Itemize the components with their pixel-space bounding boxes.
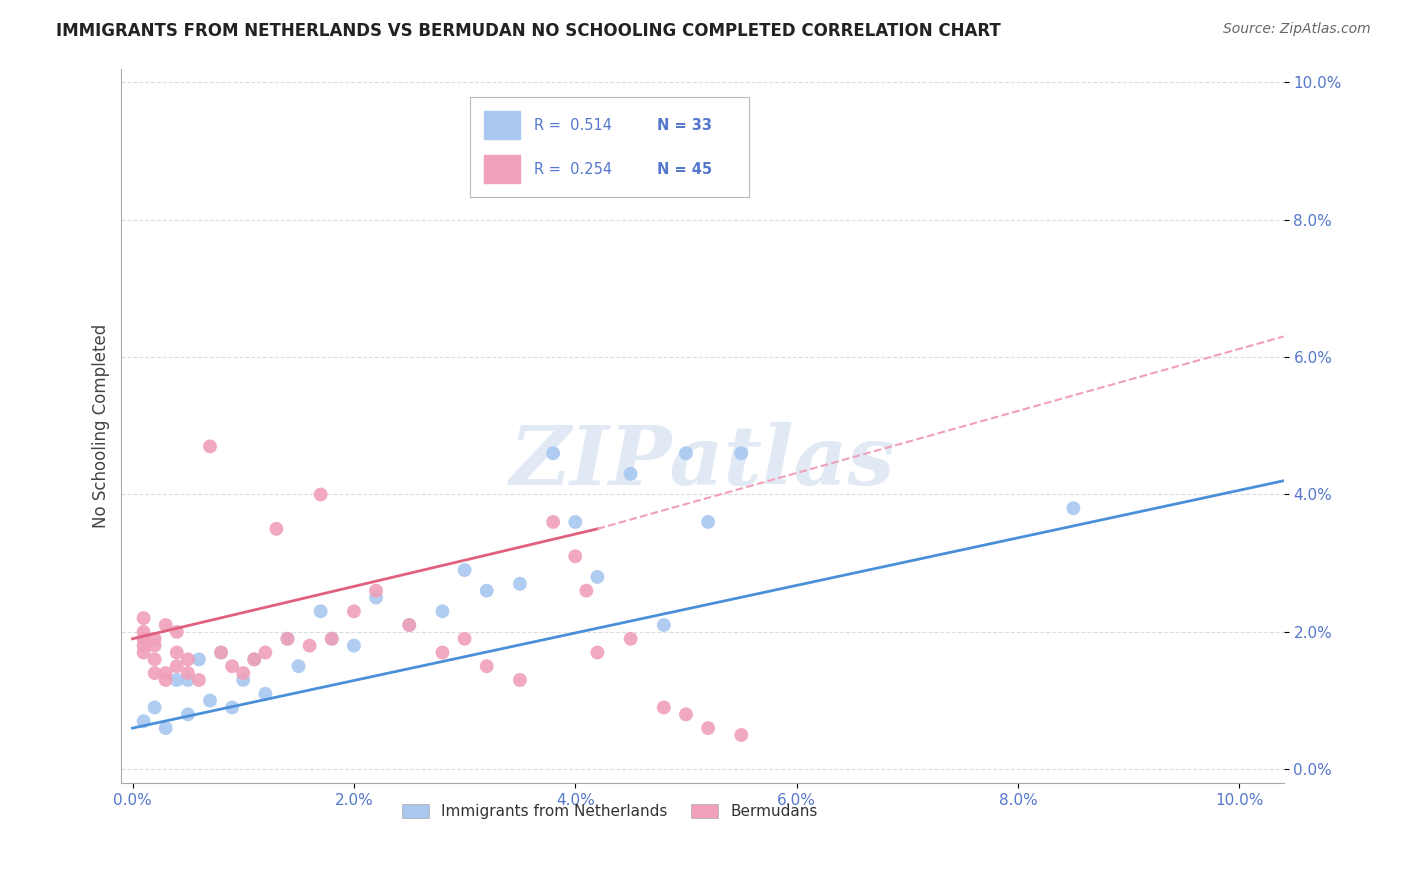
Point bbox=[475, 659, 498, 673]
Point bbox=[675, 446, 697, 460]
Point bbox=[398, 618, 420, 632]
Point bbox=[453, 632, 475, 646]
Point bbox=[243, 652, 266, 666]
Point bbox=[364, 591, 387, 605]
Point bbox=[1062, 501, 1084, 516]
Point bbox=[266, 522, 288, 536]
Point bbox=[177, 673, 200, 687]
Point bbox=[198, 439, 221, 453]
Point bbox=[564, 515, 586, 529]
Point bbox=[166, 659, 188, 673]
Point bbox=[541, 515, 564, 529]
Point bbox=[364, 583, 387, 598]
Point bbox=[155, 618, 177, 632]
Text: IMMIGRANTS FROM NETHERLANDS VS BERMUDAN NO SCHOOLING COMPLETED CORRELATION CHART: IMMIGRANTS FROM NETHERLANDS VS BERMUDAN … bbox=[56, 22, 1001, 40]
Point bbox=[541, 446, 564, 460]
Point bbox=[177, 652, 200, 666]
Point bbox=[697, 515, 720, 529]
Point bbox=[298, 639, 321, 653]
Point bbox=[509, 673, 531, 687]
Point bbox=[398, 618, 420, 632]
Point bbox=[254, 646, 277, 660]
Point bbox=[198, 693, 221, 707]
Point bbox=[509, 576, 531, 591]
Point bbox=[276, 632, 298, 646]
Point bbox=[309, 604, 332, 618]
Point bbox=[564, 549, 586, 564]
Point bbox=[209, 646, 232, 660]
Point bbox=[143, 632, 166, 646]
Point bbox=[187, 652, 209, 666]
Point bbox=[143, 700, 166, 714]
Point bbox=[254, 687, 277, 701]
Point bbox=[453, 563, 475, 577]
Point bbox=[221, 659, 243, 673]
Point bbox=[177, 707, 200, 722]
Point bbox=[652, 618, 675, 632]
Text: ZIPatlas: ZIPatlas bbox=[510, 422, 896, 501]
Point bbox=[155, 673, 177, 687]
Point bbox=[232, 666, 254, 681]
Text: Source: ZipAtlas.com: Source: ZipAtlas.com bbox=[1223, 22, 1371, 37]
Point bbox=[209, 646, 232, 660]
Point bbox=[132, 632, 155, 646]
Point bbox=[586, 646, 609, 660]
Point bbox=[432, 604, 454, 618]
Y-axis label: No Schooling Completed: No Schooling Completed bbox=[93, 324, 110, 528]
Point bbox=[276, 632, 298, 646]
Point bbox=[166, 646, 188, 660]
Point bbox=[132, 624, 155, 639]
Point bbox=[187, 673, 209, 687]
Point bbox=[155, 666, 177, 681]
Point bbox=[232, 673, 254, 687]
Point bbox=[287, 659, 309, 673]
Point bbox=[620, 467, 643, 481]
Legend: Immigrants from Netherlands, Bermudans: Immigrants from Netherlands, Bermudans bbox=[395, 798, 824, 825]
Point bbox=[575, 583, 598, 598]
Point bbox=[243, 652, 266, 666]
Point bbox=[730, 728, 752, 742]
Point bbox=[132, 611, 155, 625]
Point bbox=[321, 632, 343, 646]
Point bbox=[620, 632, 643, 646]
Point bbox=[143, 639, 166, 653]
Point bbox=[132, 646, 155, 660]
Point bbox=[221, 700, 243, 714]
Point bbox=[155, 721, 177, 735]
Point bbox=[586, 570, 609, 584]
Point bbox=[475, 583, 498, 598]
Point bbox=[432, 646, 454, 660]
Point bbox=[132, 639, 155, 653]
Point bbox=[309, 487, 332, 501]
Point bbox=[143, 666, 166, 681]
Point bbox=[166, 624, 188, 639]
Point bbox=[132, 714, 155, 729]
Point bbox=[166, 673, 188, 687]
Point bbox=[652, 700, 675, 714]
Point bbox=[675, 707, 697, 722]
Point bbox=[177, 666, 200, 681]
Point bbox=[730, 446, 752, 460]
Point bbox=[343, 639, 366, 653]
Point bbox=[343, 604, 366, 618]
Point bbox=[143, 652, 166, 666]
Point bbox=[321, 632, 343, 646]
Point bbox=[697, 721, 720, 735]
